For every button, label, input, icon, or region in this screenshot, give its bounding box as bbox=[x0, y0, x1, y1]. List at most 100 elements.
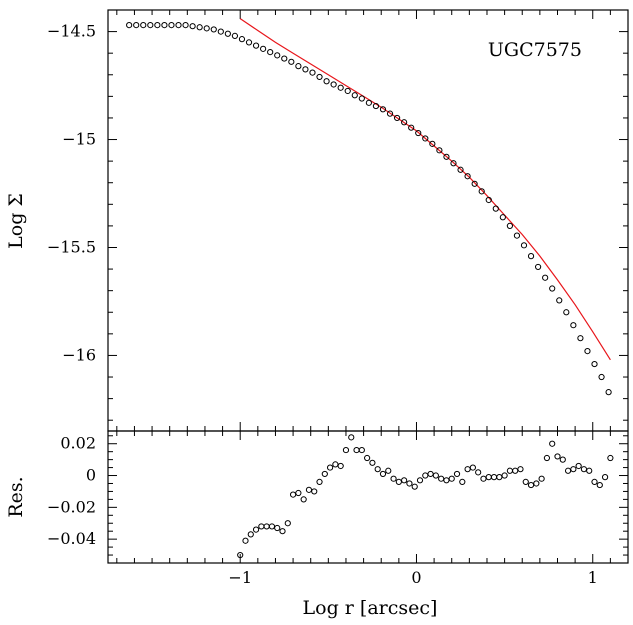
profile-data-point bbox=[217, 28, 224, 35]
profile-y-tick-label: −15 bbox=[62, 130, 96, 149]
residual-data-point bbox=[591, 478, 598, 485]
residual-data-point bbox=[443, 477, 450, 484]
residual-data-point bbox=[475, 469, 482, 476]
profile-data-point bbox=[393, 114, 401, 122]
residual-data-point bbox=[374, 466, 381, 473]
profile-data-point bbox=[203, 25, 210, 32]
profile-data-point bbox=[175, 22, 182, 29]
profile-data-point bbox=[260, 45, 267, 52]
residuals-y-tick-label: 0 bbox=[86, 466, 96, 485]
residual-data-point bbox=[538, 475, 545, 482]
profile-data-point bbox=[605, 389, 612, 396]
residual-data-point bbox=[586, 467, 593, 474]
residual-data-point bbox=[411, 483, 418, 490]
profile-data-point bbox=[422, 135, 429, 142]
profile-data-point bbox=[196, 24, 203, 31]
profile-data-point bbox=[415, 129, 422, 137]
residual-data-point bbox=[364, 454, 371, 462]
profile-data-point bbox=[351, 92, 358, 99]
residual-data-point bbox=[416, 477, 424, 484]
profile-data-point bbox=[542, 274, 549, 281]
residual-data-point bbox=[284, 520, 291, 527]
residual-data-point bbox=[432, 472, 439, 479]
residual-data-point bbox=[580, 466, 588, 473]
residual-data-point bbox=[369, 459, 376, 466]
profile-data-point bbox=[513, 232, 521, 239]
profile-data-point bbox=[570, 322, 577, 329]
residual-data-point bbox=[353, 446, 360, 454]
profile-data-point bbox=[372, 102, 380, 110]
residual-data-point bbox=[390, 475, 397, 482]
residual-data-point bbox=[395, 478, 402, 485]
profile-data-point bbox=[344, 87, 351, 95]
residual-data-point bbox=[427, 470, 434, 478]
residual-data-point bbox=[485, 474, 492, 481]
residuals-y-tick-label: −0.04 bbox=[47, 529, 96, 548]
residual-data-point bbox=[268, 523, 276, 530]
profile-data-point bbox=[492, 205, 499, 212]
residual-data-point bbox=[469, 464, 476, 471]
residual-data-point bbox=[242, 537, 249, 544]
residual-data-point bbox=[300, 496, 307, 503]
profile-panel: −14.5 −15 −15.5 −16 UGC7575 Log Σ bbox=[5, 9, 629, 432]
profile-data-point bbox=[535, 263, 542, 271]
profile-data-point bbox=[337, 84, 344, 91]
residual-data-point bbox=[252, 526, 260, 533]
residual-data-point bbox=[348, 434, 355, 441]
profile-data-point bbox=[598, 373, 605, 381]
residual-data-point bbox=[438, 475, 445, 482]
residual-data-point bbox=[501, 472, 508, 479]
profile-data-point bbox=[309, 69, 316, 76]
residual-data-point bbox=[406, 480, 413, 487]
profile-data-point bbox=[288, 58, 295, 65]
residual-data-point bbox=[337, 462, 344, 470]
residual-data-point bbox=[496, 474, 503, 481]
residual-data-point bbox=[464, 466, 471, 473]
residual-data-point bbox=[295, 489, 302, 497]
profile-data-point bbox=[520, 242, 528, 249]
residual-data-point bbox=[385, 467, 392, 474]
residual-data-point bbox=[575, 462, 582, 470]
residual-data-point bbox=[453, 470, 461, 478]
galaxy-name-annotation: UGC7575 bbox=[488, 39, 582, 61]
residual-data-point bbox=[596, 481, 603, 489]
residual-data-point bbox=[543, 454, 551, 462]
profile-data-point bbox=[527, 253, 535, 260]
profile-data-point bbox=[154, 22, 161, 29]
residual-data-point bbox=[512, 467, 519, 474]
residual-data-point bbox=[279, 528, 286, 535]
residual-data-point bbox=[459, 478, 466, 485]
profile-data-point bbox=[499, 214, 506, 221]
residuals-x-tick-label: −1 bbox=[228, 568, 252, 587]
profile-y-tick-label: −15.5 bbox=[47, 237, 96, 256]
profile-data-point bbox=[302, 66, 309, 73]
residual-data-point bbox=[448, 475, 455, 482]
residual-data-point bbox=[274, 524, 281, 532]
profile-data-point bbox=[577, 335, 584, 342]
profile-data-point bbox=[323, 78, 330, 85]
residual-data-point bbox=[342, 446, 350, 454]
residual-data-point bbox=[533, 480, 540, 487]
profile-data-point bbox=[401, 119, 408, 126]
profile-data-point bbox=[238, 36, 246, 43]
profile-data-point bbox=[584, 348, 591, 355]
profile-data-point bbox=[168, 22, 175, 29]
profile-data-point bbox=[457, 166, 464, 173]
profile-data-point bbox=[189, 23, 196, 30]
residuals-x-tick-label: 1 bbox=[588, 568, 598, 587]
residual-data-point bbox=[379, 470, 387, 478]
profile-data-point bbox=[478, 188, 485, 195]
profile-data-point bbox=[450, 160, 457, 167]
profile-data-points bbox=[126, 22, 612, 396]
profile-data-point bbox=[133, 22, 140, 29]
residuals-panel: −1 0 1 0.02 0 −0.02 −0.04 Res. Log r [arcsec] bbox=[5, 430, 629, 619]
residual-data-point bbox=[247, 531, 254, 538]
residuals-panel-ticks: −1 0 1 0.02 0 −0.02 −0.04 bbox=[47, 431, 629, 587]
profile-data-point bbox=[316, 73, 323, 81]
profile-data-point bbox=[126, 22, 133, 29]
sersic-fit-curve bbox=[239, 18, 611, 361]
profile-data-point bbox=[485, 196, 492, 204]
residual-data-point bbox=[289, 491, 297, 498]
residual-data-points bbox=[237, 434, 614, 559]
